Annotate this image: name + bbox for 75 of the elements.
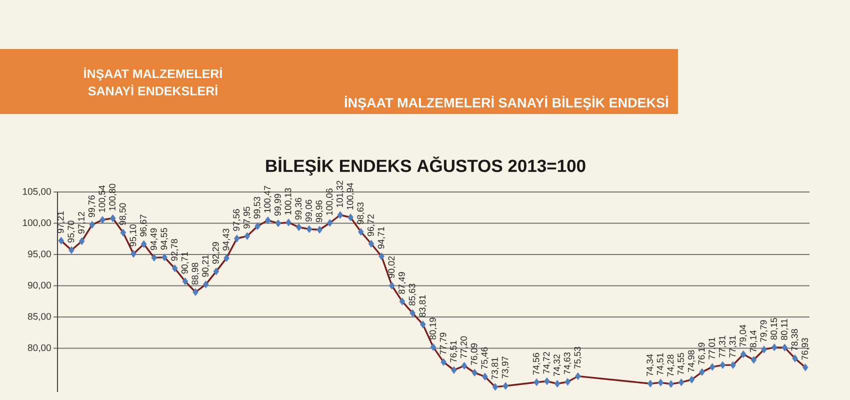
data-label: 94,71 xyxy=(378,227,386,249)
data-label: 95,10 xyxy=(130,224,138,246)
data-label: 74,56 xyxy=(532,352,540,375)
data-label: 100,47 xyxy=(264,186,272,212)
data-label: 78,14 xyxy=(750,330,758,352)
data-label: 76,19 xyxy=(698,342,706,364)
data-label: 90,21 xyxy=(202,255,210,277)
data-label: 97,12 xyxy=(78,212,86,234)
data-label: 100,94 xyxy=(346,182,354,210)
data-label: 77,31 xyxy=(718,336,726,358)
y-tick-label: 80,00 xyxy=(28,344,51,352)
data-label: 74,34 xyxy=(646,354,654,376)
chart-subtitle: İNŞAAT MALZEMELERİ SANAYİ BİLEŞİK ENDEKSİ xyxy=(344,96,668,110)
data-label: 76,51 xyxy=(450,340,458,362)
data-label: 92,78 xyxy=(171,239,179,261)
data-label: 90,71 xyxy=(181,252,189,274)
data-label: 74,51 xyxy=(656,353,664,375)
data-label: 74,72 xyxy=(543,352,551,374)
data-label: 74,63 xyxy=(564,352,572,374)
data-label: 79,04 xyxy=(740,324,748,347)
data-label: 79,79 xyxy=(760,320,768,342)
data-label: 97,21 xyxy=(57,211,65,234)
data-label: 99,36 xyxy=(295,198,303,220)
data-label: 80,19 xyxy=(430,318,437,340)
data-label: 77,31 xyxy=(729,336,737,358)
text: SANAYİ ENDEKSLERİ xyxy=(88,84,218,96)
data-label: 77,79 xyxy=(440,332,448,354)
data-label: 94,49 xyxy=(150,228,158,250)
data-label: 88,98 xyxy=(192,262,200,285)
data-label: 98,50 xyxy=(119,203,127,225)
data-label: 95,70 xyxy=(68,220,76,242)
data-label: 99,06 xyxy=(305,200,313,222)
data-label: 77,20 xyxy=(460,336,468,358)
data-label: 97,95 xyxy=(243,206,251,228)
data-label: 101,32 xyxy=(336,180,344,208)
data-label: 90,02 xyxy=(388,256,396,278)
data-label: 76,93 xyxy=(802,338,810,360)
data-label: 74,28 xyxy=(667,354,675,376)
data-label: 87,49 xyxy=(398,272,406,294)
y-tick-label: 85,00 xyxy=(28,313,51,321)
data-label: 78,38 xyxy=(791,329,799,351)
data-label: 96,67 xyxy=(140,214,148,236)
data-label: 100,06 xyxy=(326,188,334,215)
text: İNŞAAT MALZEMELERİ xyxy=(84,67,222,81)
data-label: 98,63 xyxy=(357,202,365,224)
data-label: 76,09 xyxy=(470,343,478,366)
data-label: 94,55 xyxy=(160,228,168,250)
data-label: 97,56 xyxy=(233,209,241,231)
data-label: 80,11 xyxy=(780,318,788,340)
data-label: 100,54 xyxy=(98,185,106,212)
data-label: 80,15 xyxy=(770,318,778,340)
data-label: 85,63 xyxy=(408,284,416,306)
data-label: 99,76 xyxy=(88,195,96,218)
data-label: 100,13 xyxy=(284,188,292,215)
data-label: 75,46 xyxy=(481,347,489,369)
data-label: 92,29 xyxy=(212,242,220,264)
data-label: 74,55 xyxy=(678,352,685,375)
data-label: 94,43 xyxy=(222,228,230,250)
data-label: 75,53 xyxy=(574,346,582,369)
data-label: 73,81 xyxy=(492,358,499,380)
data-label: 74,98 xyxy=(688,350,696,372)
data-label: 73,97 xyxy=(502,356,510,378)
data-label: 99,99 xyxy=(274,194,282,216)
data-label: 74,32 xyxy=(554,354,561,376)
y-tick-label: 105,00 xyxy=(22,188,51,196)
data-label: 99,53 xyxy=(254,196,262,219)
data-label: 83,81 xyxy=(419,295,427,317)
y-tick-label: 90,00 xyxy=(28,282,51,290)
data-label: 96,72 xyxy=(368,214,375,236)
data-label: 77,01 xyxy=(708,338,716,360)
data-label: 100,80 xyxy=(109,184,117,210)
data-label: 98,96 xyxy=(316,200,324,222)
y-tick-label: 95,00 xyxy=(28,250,51,258)
chart-title: BİLEŞİK ENDEKS AĞUSTOS 2013=100 xyxy=(266,156,586,176)
y-tick-label: 100,00 xyxy=(22,219,51,228)
